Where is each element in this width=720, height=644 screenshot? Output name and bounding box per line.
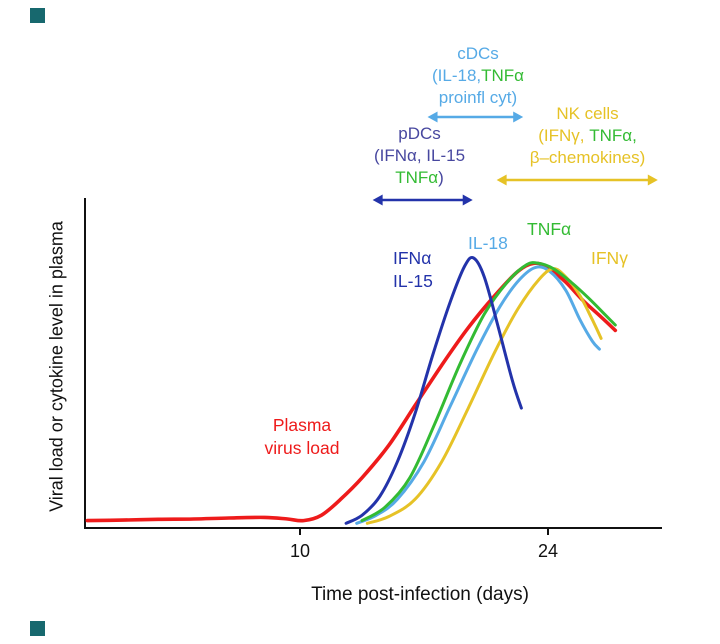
arrow-pdcs-left-head [372, 194, 383, 206]
nk-tnfa-text: TNFα, [584, 126, 637, 145]
slide-corner-marker-top-left [30, 8, 45, 23]
nk-chemokines-text: β–chemokines) [529, 148, 646, 167]
cdcs-il18-text: (IL-18, [431, 66, 482, 85]
arrow-cdcs-left-head [427, 111, 438, 123]
cdcs-tnfa-text: TNFα [481, 66, 524, 85]
cdcs-proinfl-text: proinfl cyt) [438, 88, 518, 107]
pdcs-title: pDCs [398, 124, 441, 143]
slide-corner-marker-bottom-left [30, 621, 45, 636]
curve-virus [85, 261, 618, 523]
x-tick-label: 10 [290, 541, 310, 561]
arrow-nk-right-head [647, 174, 658, 186]
curve-label-il15: IL-15 [393, 271, 433, 291]
nk-title: NK cells [556, 104, 619, 123]
curve-label-ifna: IFNα [393, 248, 432, 268]
annotation-cdcs: cDCs (IL-18,TNFα proinfl cyt) [408, 43, 548, 109]
pdcs-ifna-il15-text: (IFNα, IL-15 [373, 146, 466, 165]
arrow-pdcs-right-head [462, 194, 473, 206]
curve-label-plasma-virus-load: Plasma virus load [252, 414, 352, 460]
cdcs-title: cDCs [457, 44, 499, 63]
curve-tnfa [360, 261, 617, 523]
curve-label-il18: IL-18 [468, 233, 508, 253]
arrow-cdcs-right-head [513, 111, 524, 123]
y-axis-label: Viral load or cytokine level in plasma [46, 221, 67, 512]
curve-label-ifng: IFNγ [591, 248, 628, 268]
annotation-pdcs: pDCs (IFNα, IL-15 TNFα) [362, 123, 477, 189]
plasma-label-line1: Plasma [272, 415, 332, 435]
curve-il18 [355, 265, 601, 525]
plasma-label-line2: virus load [264, 438, 340, 458]
annotation-nk-cells: NK cells (IFNγ, TNFα, β–chemokines) [500, 103, 675, 169]
nk-ifng-text: (IFNγ, [538, 126, 585, 145]
pdcs-tnfa-text: TNFα [395, 168, 439, 187]
curve-ifna_il15 [344, 255, 523, 525]
x-axis-label: Time post-infection (days) [311, 584, 529, 605]
arrow-nk-left-head [496, 174, 507, 186]
curve-label-tnfa: TNFα [527, 219, 572, 239]
x-tick-label: 24 [538, 541, 558, 561]
pdcs-paren-text: ) [438, 168, 444, 187]
curve-ifng [365, 267, 603, 525]
curve-label-ifna-il15: IFNα IL-15 [393, 247, 433, 293]
